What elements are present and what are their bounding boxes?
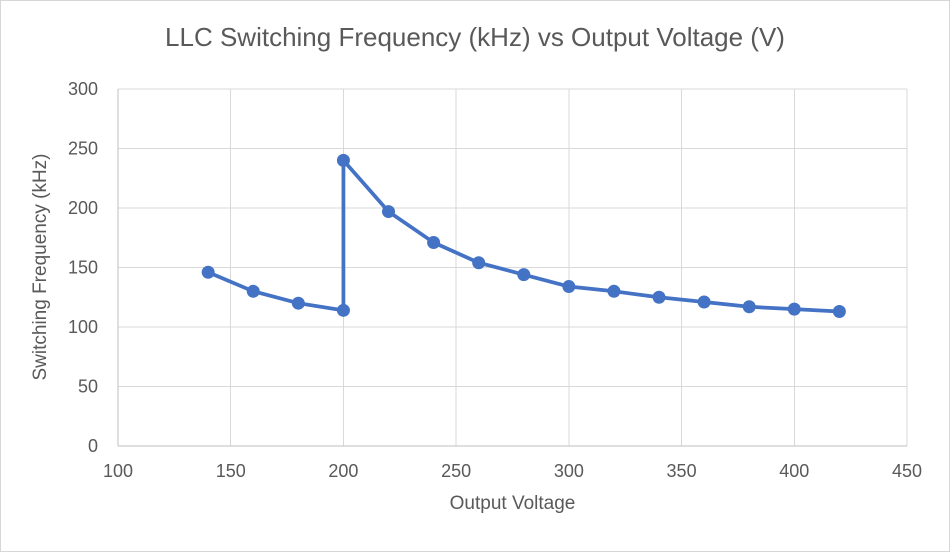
chart-title: LLC Switching Frequency (kHz) vs Output … [165, 22, 785, 52]
series-line [206, 158, 842, 314]
data-point-marker [427, 236, 441, 250]
x-tick-label: 250 [441, 461, 471, 481]
data-point-marker [382, 205, 396, 219]
y-tick-label: 200 [68, 198, 98, 218]
y-tick-label: 100 [68, 317, 98, 337]
data-point-marker [291, 296, 305, 310]
x-tick-label: 400 [779, 461, 809, 481]
data-point-marker [832, 305, 846, 319]
x-tick-label: 150 [216, 461, 246, 481]
x-tick-label: 450 [892, 461, 922, 481]
data-point-marker [246, 284, 260, 298]
data-point-marker [607, 284, 621, 298]
y-tick-label: 300 [68, 79, 98, 99]
data-point-marker [201, 265, 215, 279]
x-axis-title: Output Voltage [449, 493, 576, 514]
data-point-marker [336, 153, 350, 167]
y-tick-label: 50 [78, 377, 98, 397]
data-point-marker [787, 302, 801, 316]
x-tick-label: 100 [103, 461, 133, 481]
data-point-marker [336, 303, 350, 317]
x-tick-label: 200 [328, 461, 358, 481]
data-point-marker [697, 295, 711, 309]
y-tick-label: 150 [68, 258, 98, 278]
data-point-marker [652, 290, 666, 304]
data-point-marker [517, 268, 531, 282]
x-tick-label: 350 [667, 461, 697, 481]
y-tick-label: 250 [68, 139, 98, 159]
data-point-marker [472, 256, 486, 270]
y-tick-label: 0 [88, 436, 98, 456]
x-tick-label: 300 [554, 461, 584, 481]
data-point-marker [742, 300, 756, 314]
data-point-marker [562, 280, 576, 294]
